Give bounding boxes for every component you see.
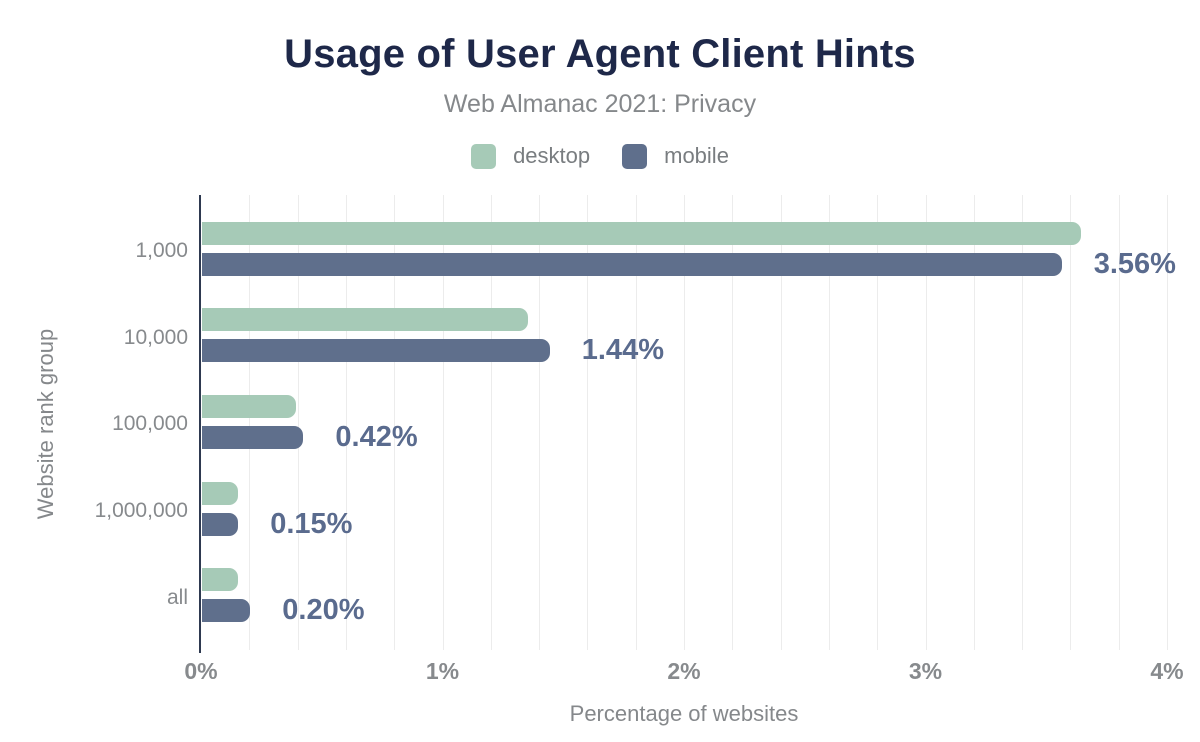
bar-line: 1.44% [202, 334, 1197, 367]
y-tick-label: 10,000 [123, 325, 188, 349]
gridline [442, 195, 444, 650]
x-tick-label: 2% [667, 658, 701, 684]
bar-desktop-1000000 [202, 481, 239, 505]
gridline [780, 195, 782, 650]
gridline [1118, 195, 1120, 650]
legend-label: desktop [513, 143, 591, 168]
y-tick-label: 1,000,000 [94, 499, 188, 523]
bar-mobile-all [202, 599, 251, 623]
legend-swatch-mobile [622, 143, 648, 169]
gridline [587, 195, 589, 650]
gridline [1167, 195, 1168, 650]
legend-item-mobile: mobile [622, 143, 729, 169]
x-tick-label: 1% [425, 658, 460, 684]
y-axis-title: Website rank group [33, 328, 58, 520]
x-tick-label: 3% [908, 658, 943, 684]
bar-mobile-1000000 [202, 512, 239, 536]
data-label: 3.56% [1093, 247, 1176, 280]
data-label: 1.44% [581, 334, 664, 367]
legend-label: mobile [664, 143, 729, 168]
gridline [973, 195, 975, 650]
gridline [345, 195, 347, 650]
gridline [828, 195, 830, 650]
chart-title: Usage of User Agent Client Hints [284, 32, 916, 76]
bar-desktop-100000 [202, 394, 297, 418]
bar-line: 0.42% [202, 421, 1197, 454]
bar-desktop-all [202, 568, 239, 592]
bar-line: 3.56% [202, 248, 1197, 281]
bar-mobile-10000 [202, 339, 550, 363]
gridline [1070, 195, 1072, 650]
bar-group-1000000: 0.15% [202, 468, 1197, 555]
bar-mobile-1000 [202, 252, 1062, 276]
chart-subtitle: Web Almanac 2021: Privacy [443, 90, 757, 118]
x-tick-label: 4% [1150, 658, 1184, 684]
legend: desktop mobile [0, 143, 1200, 169]
y-axis-line [199, 195, 201, 653]
gridline [732, 195, 734, 650]
data-label: 0.15% [270, 507, 353, 540]
legend-item-desktop: desktop [471, 143, 590, 169]
bar-mobile-100000 [202, 425, 304, 449]
legend-swatch-desktop [471, 143, 497, 169]
gridline [249, 195, 251, 650]
gridline [877, 195, 879, 650]
gridline [1022, 195, 1024, 650]
gridline [925, 195, 927, 650]
gridline [394, 195, 396, 650]
bar-desktop-10000 [202, 308, 529, 332]
gridline [539, 195, 541, 650]
data-label: 0.42% [335, 420, 418, 453]
y-tick-label: 1,000 [135, 239, 188, 263]
bar-group-10000: 1.44% [202, 295, 1197, 382]
gridline [490, 195, 492, 650]
bar-group-100000: 0.42% [202, 381, 1197, 468]
data-label: 0.20% [282, 594, 365, 627]
gridline [635, 195, 637, 650]
bar-desktop-1000 [202, 221, 1082, 245]
gridline [297, 195, 299, 650]
y-tick-label: all [166, 585, 188, 609]
bar-group-1000: 3.56% [202, 208, 1197, 295]
gridline [684, 195, 685, 650]
bar-line: 0.15% [202, 508, 1197, 541]
x-tick-label: 0% [184, 658, 218, 684]
x-axis-title: Percentage of websites [569, 701, 799, 726]
bar-line: 0.20% [202, 594, 1197, 627]
y-tick-label: 100,000 [112, 412, 188, 436]
bar-group-all: 0.20% [202, 554, 1197, 641]
